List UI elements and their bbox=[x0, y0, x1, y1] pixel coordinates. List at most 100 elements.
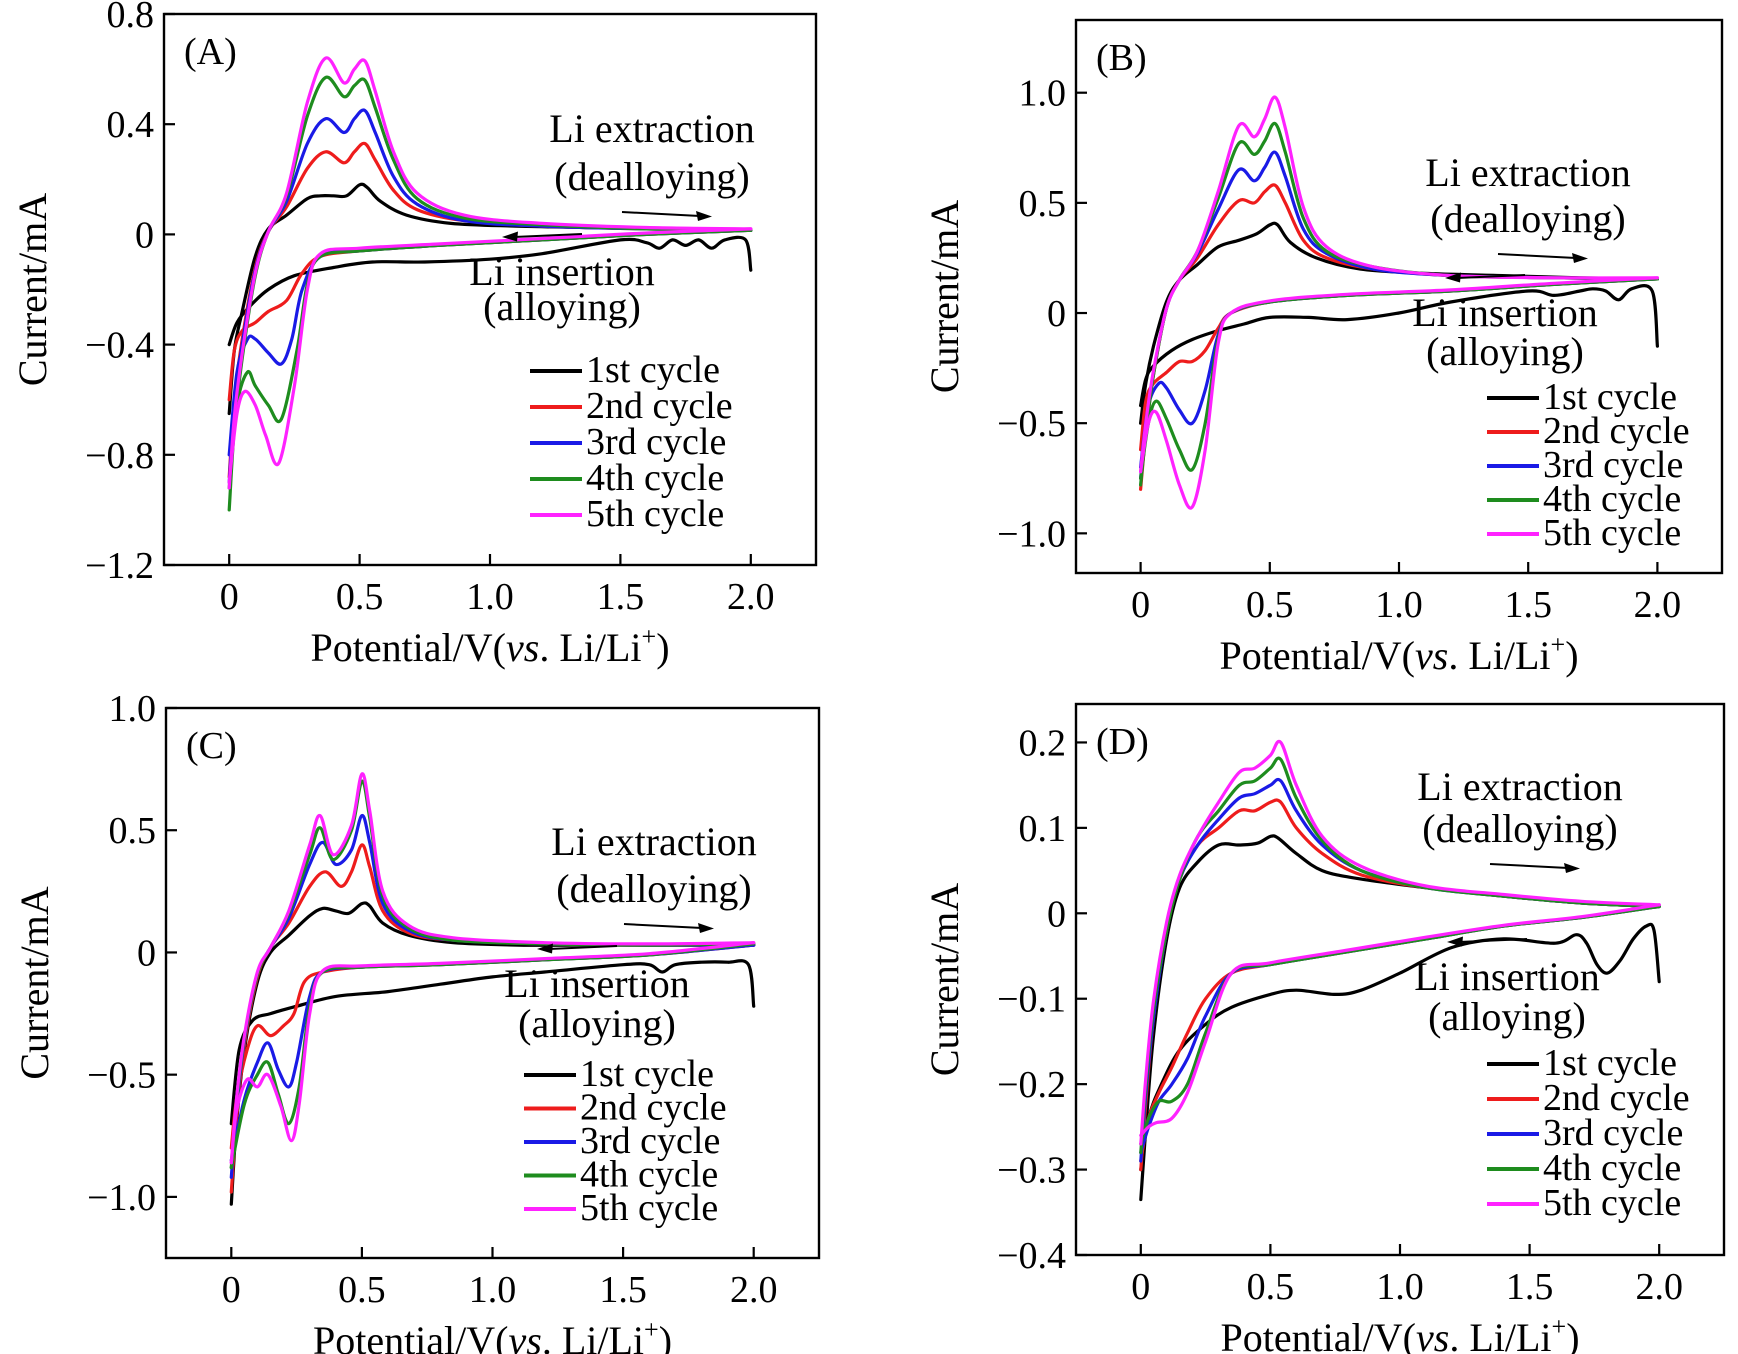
x-tick-label: 0 bbox=[222, 1269, 241, 1311]
y-tick-label: −0.8 bbox=[85, 435, 154, 477]
legend-entry: 1st cycle bbox=[1543, 376, 1677, 418]
legend-entry: 4th cycle bbox=[580, 1154, 718, 1196]
extraction-arrow-line bbox=[1497, 253, 1577, 259]
x-tick-label: 1.5 bbox=[1504, 584, 1552, 626]
x-axis-label: Potential/V(vs. Li/Li+) bbox=[1219, 630, 1578, 678]
x-tick-label: 0.5 bbox=[1246, 584, 1294, 626]
extraction-arrow-head bbox=[698, 923, 714, 933]
legend-entry: 3rd cycle bbox=[580, 1120, 720, 1162]
legend-entry: 4th cycle bbox=[1543, 478, 1681, 520]
alloying-label: (alloying) bbox=[518, 1001, 676, 1046]
legend-entry: 2nd cycle bbox=[1543, 410, 1690, 452]
extraction-label: Li extraction bbox=[549, 106, 754, 151]
x-axis-label: Potential/V(vs. Li/Li+) bbox=[310, 622, 669, 670]
legend-entry: 5th cycle bbox=[1543, 1182, 1681, 1224]
legend-entry: 1st cycle bbox=[580, 1053, 714, 1095]
x-tick-label: 1.0 bbox=[469, 1269, 517, 1311]
x-tick-label: 2.0 bbox=[730, 1269, 778, 1311]
y-tick-label: −0.5 bbox=[997, 403, 1066, 445]
x-tick-label: 2.0 bbox=[1634, 584, 1682, 626]
x-tick-label: 0 bbox=[1131, 1266, 1150, 1308]
legend-entry: 5th cycle bbox=[586, 493, 724, 535]
y-tick-label: −0.1 bbox=[997, 979, 1066, 1021]
y-tick-label: −0.2 bbox=[997, 1064, 1066, 1106]
x-axis-label-italic: vs bbox=[506, 625, 539, 670]
y-axis-label: Current/mA bbox=[10, 193, 55, 386]
extraction-label: Li extraction bbox=[1417, 764, 1622, 809]
panel-label: (B) bbox=[1096, 37, 1147, 79]
x-axis-label-main: Potential/V( bbox=[310, 625, 506, 670]
alloying-label: (alloying) bbox=[1426, 329, 1584, 374]
extraction-arrow-head bbox=[696, 211, 712, 221]
x-axis-label-main: Potential/V( bbox=[1220, 1315, 1416, 1354]
dealloying-label: (dealloying) bbox=[1422, 806, 1618, 851]
y-tick-label: −1.2 bbox=[85, 545, 154, 587]
extraction-arrow-line bbox=[1489, 863, 1569, 869]
y-tick-label: 0.4 bbox=[107, 104, 155, 146]
y-tick-label: 0.2 bbox=[1019, 722, 1067, 764]
y-tick-label: 0 bbox=[137, 932, 156, 974]
extraction-arrow-head bbox=[1572, 253, 1588, 263]
dealloying-label: (dealloying) bbox=[1430, 196, 1626, 241]
legend-entry: 2nd cycle bbox=[580, 1087, 727, 1129]
y-tick-label: 1.0 bbox=[1019, 73, 1067, 115]
curve-cathodic bbox=[227, 227, 753, 484]
x-tick-label: 1.0 bbox=[1375, 584, 1423, 626]
dealloying-label: (dealloying) bbox=[554, 154, 750, 199]
x-axis-label-sup: + bbox=[642, 622, 657, 651]
legend-entry: 2nd cycle bbox=[1543, 1077, 1690, 1119]
panel-d: 0 0.5 1.0 1.5 2.0 0.2 0.1 0 −0.1 −0.2 −0.3 −0.4 (D) C… bbox=[922, 702, 1726, 1354]
y-axis-label: Current/mA bbox=[922, 200, 967, 393]
y-tick-label: 1.0 bbox=[109, 688, 157, 730]
y-tick-label: −0.4 bbox=[85, 325, 154, 367]
panel-a: 0 0.5 1.0 1.5 2.0 0.8 0.4 0 −0.4 −0.8 −1.2 (A) Curre… bbox=[10, 0, 818, 670]
legend-entry: 2nd cycle bbox=[586, 385, 733, 427]
curve-anodic bbox=[1139, 739, 1661, 1146]
x-tick-label: 1.5 bbox=[599, 1269, 647, 1311]
insertion-label: Li insertion bbox=[504, 961, 690, 1006]
insertion-arrow-line bbox=[1456, 274, 1526, 279]
legend-entry: 4th cycle bbox=[586, 457, 724, 499]
alloying-label: (alloying) bbox=[1428, 994, 1586, 1039]
x-axis-label: Potential/V(vs. Li/Li+) bbox=[313, 1315, 672, 1354]
x-axis-label-tail: . Li/Li bbox=[1449, 1315, 1551, 1354]
curve-cathodic bbox=[227, 235, 753, 347]
x-tick-label: 1.5 bbox=[1506, 1266, 1554, 1308]
y-axis-label: Current/mA bbox=[922, 883, 967, 1076]
y-tick-label: 0.1 bbox=[1019, 808, 1067, 850]
x-tick-label: 2.0 bbox=[727, 576, 775, 618]
x-axis-label-italic: vs bbox=[1415, 633, 1448, 678]
series-5 bbox=[1139, 95, 1659, 510]
x-axis-label-italic: vs bbox=[1416, 1315, 1449, 1354]
insertion-label: Li insertion bbox=[469, 249, 655, 294]
legend-entry: 4th cycle bbox=[1543, 1147, 1681, 1189]
y-axis-label: Current/mA bbox=[12, 886, 57, 1079]
panel-b: 0 0.5 1.0 1.5 2.0 1.0 0.5 0 −0.5 −1.0 (B) Current/m… bbox=[922, 18, 1724, 678]
plot-frame bbox=[164, 706, 821, 1260]
extraction-arrow-line bbox=[621, 211, 701, 217]
y-tick-label: 0.5 bbox=[1019, 183, 1067, 225]
x-tick-label: 1.5 bbox=[597, 576, 645, 618]
curve-anodic bbox=[227, 56, 753, 490]
curve-cathodic bbox=[1139, 276, 1659, 510]
legend-entry: 3rd cycle bbox=[586, 421, 726, 463]
y-tick-label: 0 bbox=[135, 214, 154, 256]
curve-cathodic bbox=[1139, 903, 1661, 1137]
x-tick-label: 2.0 bbox=[1635, 1266, 1683, 1308]
x-tick-label: 0 bbox=[220, 576, 239, 618]
extraction-arrow-head bbox=[1564, 863, 1580, 873]
curve-cathodic bbox=[1139, 284, 1659, 408]
insertion-arrow-head bbox=[502, 231, 518, 242]
y-tick-label: −0.4 bbox=[997, 1235, 1066, 1277]
y-tick-label: −0.3 bbox=[997, 1150, 1066, 1192]
curve-cathodic bbox=[229, 959, 756, 1126]
y-tick-label: 0 bbox=[1047, 293, 1066, 335]
insertion-arrow-line bbox=[548, 945, 618, 950]
x-axis-label-main: Potential/V( bbox=[1219, 633, 1415, 678]
panel-c: 0 0.5 1.0 1.5 2.0 1.0 0.5 0 −0.5 −1.0 (C) Current/m… bbox=[12, 688, 821, 1354]
series-5 bbox=[1139, 739, 1661, 1146]
series-5 bbox=[227, 56, 753, 490]
insertion-arrow-line bbox=[513, 233, 583, 238]
legend-entry: 5th cycle bbox=[580, 1187, 718, 1229]
